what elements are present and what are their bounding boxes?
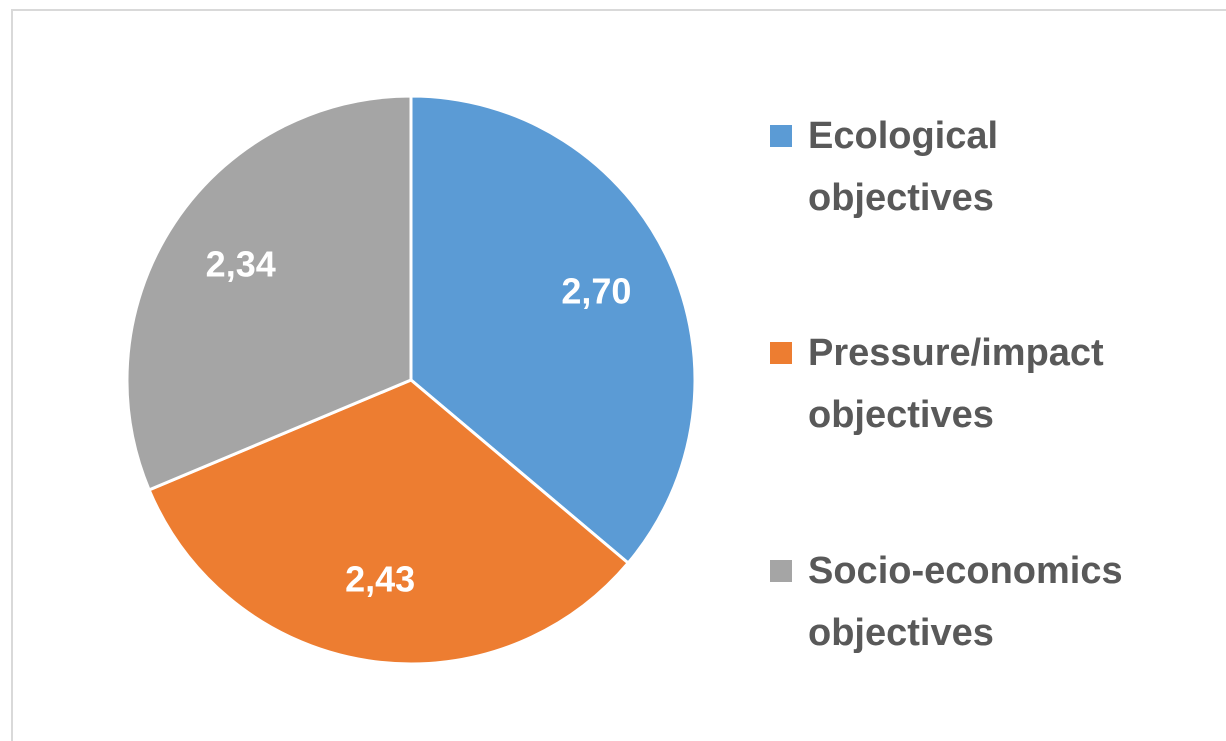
data-label: 2,70 (561, 270, 631, 311)
legend-swatch (770, 560, 792, 582)
data-label: 2,43 (345, 559, 415, 600)
pie-slice (125, 94, 413, 492)
legend-label: Pressure/impact objectives (808, 332, 1104, 436)
legend-label: Ecological objectives (808, 115, 999, 219)
pie-slice (147, 378, 631, 666)
legend-entry: Pressure/impact objectives (770, 322, 1190, 446)
legend-label: Socio-economics objectives (808, 550, 1123, 654)
legend-swatch (770, 125, 792, 147)
data-label: 2,34 (206, 243, 276, 284)
chart-border (11, 9, 1226, 741)
legend-swatch (770, 342, 792, 364)
pie-slice (409, 94, 697, 566)
legend-entry: Ecological objectives (770, 105, 1190, 229)
legend-entry: Socio-economics objectives (770, 540, 1190, 664)
